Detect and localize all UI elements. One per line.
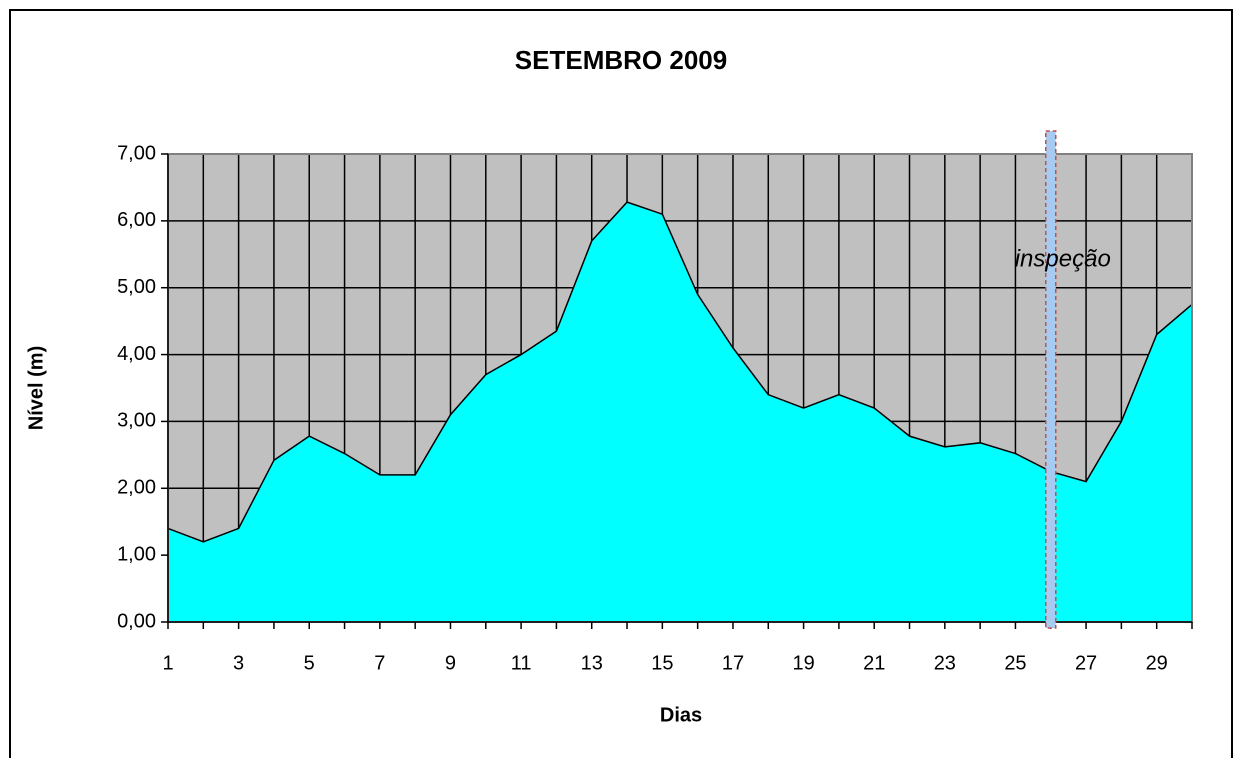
- x-tick-label: 23: [934, 652, 956, 674]
- annotation-band: [1045, 130, 1057, 629]
- x-tick-label: 25: [1004, 652, 1026, 674]
- x-tick-label: 7: [374, 652, 385, 674]
- y-tick-label: 7,00: [117, 142, 156, 164]
- x-tick-label: 13: [581, 652, 603, 674]
- y-axis-label: Nível (m): [25, 346, 47, 430]
- chart-title: SETEMBRO 2009: [515, 45, 727, 75]
- y-tick-label: 1,00: [117, 543, 156, 565]
- x-tick-label: 19: [792, 652, 814, 674]
- y-tick-label: 5,00: [117, 276, 156, 298]
- x-axis-label: Dias: [660, 704, 702, 726]
- x-tick-label: 27: [1075, 652, 1097, 674]
- x-tick-label: 3: [233, 652, 244, 674]
- y-tick-label: 2,00: [117, 477, 156, 499]
- x-tick-label: 1: [162, 652, 173, 674]
- y-tick-label: 6,00: [117, 209, 156, 231]
- y-tick-label: 0,00: [117, 610, 156, 632]
- y-tick-label: 3,00: [117, 410, 156, 432]
- x-tick-label: 9: [445, 652, 456, 674]
- x-tick-label: 11: [511, 652, 532, 674]
- x-tick-label: 5: [304, 652, 315, 674]
- annotation-text: inspeção: [1015, 245, 1111, 272]
- area: [168, 202, 1192, 622]
- x-tick-label: 21: [863, 652, 885, 674]
- y-tick-label: 4,00: [117, 343, 156, 365]
- area-line: [167, 201, 1193, 543]
- x-tick-label: 29: [1146, 652, 1168, 674]
- x-tick-label: 17: [722, 652, 744, 674]
- x-tick-label: 15: [651, 652, 673, 674]
